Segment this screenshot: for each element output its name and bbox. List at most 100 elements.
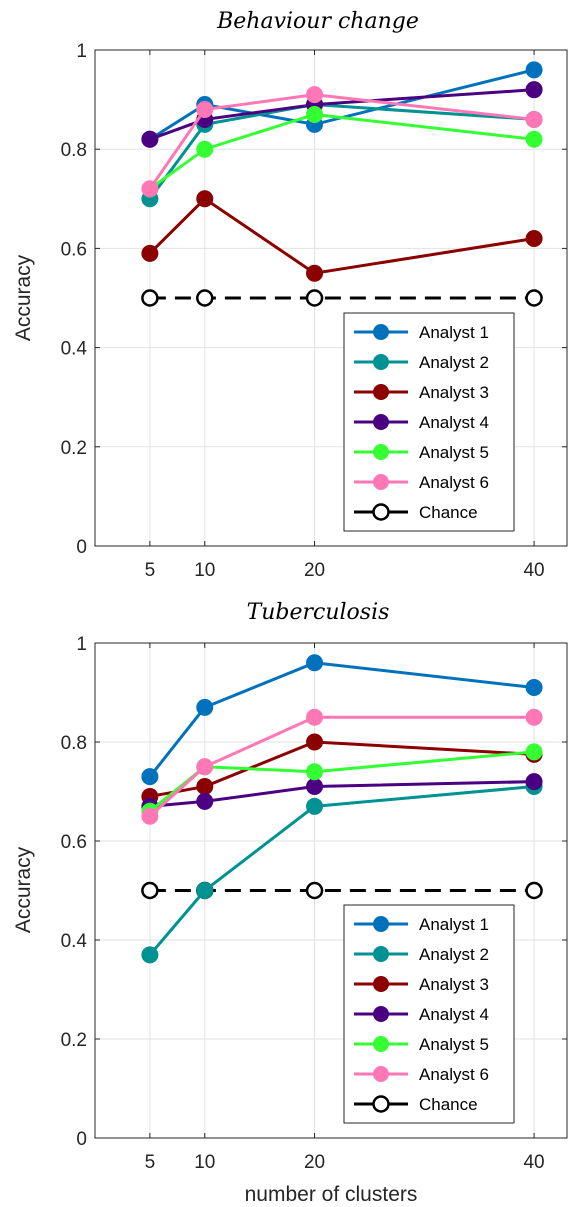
legend-marker (373, 444, 389, 460)
legend-entry: Analyst 2 (419, 353, 489, 372)
data-point-chance (305, 289, 324, 307)
legend-marker (373, 324, 389, 340)
series-line-analyst-5 (148, 750, 535, 813)
data-point-chance (305, 881, 324, 900)
data-point-analyst-3 (306, 733, 324, 751)
x-tick-label: 40 (523, 1152, 544, 1173)
series-line-analyst-6 (148, 93, 535, 190)
data-point-analyst-3 (525, 229, 543, 247)
data-point-analyst-4 (196, 792, 214, 810)
data-point-analyst-6 (196, 758, 214, 776)
y-tick-label: 0.8 (61, 140, 87, 161)
legend-entry: Analyst 6 (419, 1065, 489, 1084)
y-tick-label: 0.8 (61, 733, 87, 754)
data-point-analyst-4 (525, 81, 543, 99)
panel-tuberculosis: Tuberculosis Accuracy number of clusters… (12, 600, 568, 1206)
series-line-analyst-4 (149, 780, 535, 808)
legend-marker (373, 384, 389, 400)
legend-marker (373, 916, 389, 932)
legend-marker (373, 1006, 389, 1022)
panel-behaviour-change: Behaviour change Accuracy 0 0.2 0.4 0.6 0.8 1… (12, 9, 568, 581)
legend-entry: Analyst 4 (419, 413, 489, 432)
x-tick-label: 5 (145, 560, 156, 581)
legend-marker (373, 976, 389, 992)
y-tick-label: 0.6 (61, 832, 87, 853)
legend-entry: Chance (419, 1095, 478, 1114)
data-point-analyst-1 (141, 768, 159, 786)
y-tick-label: 1 (76, 41, 87, 62)
data-point-chance (141, 289, 159, 307)
data-point-analyst-1 (525, 679, 543, 697)
legend-marker (373, 414, 389, 430)
data-point-analyst-3 (306, 264, 324, 282)
x-tick-label: 40 (523, 560, 544, 581)
legend-marker (373, 946, 389, 962)
y-tick-label: 0 (76, 1129, 87, 1150)
legend-marker (373, 1036, 389, 1052)
y-tick-label: 0.2 (61, 438, 87, 459)
data-point-chance (525, 289, 543, 307)
legend-entry: Analyst 5 (419, 1035, 489, 1054)
legend-entry: Analyst 3 (419, 975, 489, 994)
panel-title: Tuberculosis (247, 600, 390, 625)
y-tick-label: 0.2 (61, 1030, 87, 1051)
series-line-analyst-6 (148, 715, 535, 818)
data-point-analyst-1 (525, 61, 543, 79)
legend-entry: Analyst 2 (419, 945, 489, 964)
x-tick-label: 5 (145, 1152, 156, 1173)
legend-entry: Analyst 3 (419, 383, 489, 402)
x-tick-label: 10 (194, 560, 215, 581)
y-axis-label: Accuracy (12, 846, 35, 933)
legend-marker (373, 474, 389, 490)
axes-box (94, 49, 568, 547)
legend-entry: Analyst 4 (419, 1005, 489, 1024)
data-point-analyst-5 (525, 743, 543, 761)
data-point-analyst-6 (141, 807, 159, 825)
data-point-analyst-3 (196, 778, 214, 796)
legend-marker (373, 354, 389, 370)
data-point-analyst-4 (525, 773, 543, 791)
series-line-analyst-3 (148, 196, 535, 275)
legend-marker (373, 1066, 389, 1082)
data-point-analyst-1 (196, 698, 214, 716)
data-point-analyst-6 (525, 110, 543, 128)
data-point-analyst-5 (306, 105, 324, 123)
data-point-analyst-2 (196, 882, 214, 899)
axes-box (94, 642, 568, 1139)
series-line-analyst-5 (149, 112, 535, 191)
legend-entry: Analyst 5 (419, 443, 489, 462)
data-point-analyst-3 (141, 244, 159, 262)
data-point-analyst-6 (306, 708, 324, 726)
data-point-analyst-5 (306, 763, 324, 781)
data-point-chance (141, 881, 159, 900)
x-tick-label: 10 (194, 1152, 215, 1173)
data-point-analyst-2 (141, 946, 159, 964)
y-tick-label: 0 (76, 537, 87, 558)
y-tick-label: 0.4 (61, 931, 88, 952)
x-axis-label: number of clusters (245, 1183, 418, 1206)
series-line-analyst-2 (148, 785, 535, 956)
data-point-analyst-4 (141, 130, 159, 148)
legend-entry: Chance (419, 503, 478, 522)
panel-title: Behaviour change (216, 9, 419, 34)
x-tick-label: 20 (304, 560, 325, 581)
y-tick-label: 0.6 (61, 239, 87, 260)
data-point-analyst-6 (525, 708, 543, 726)
data-point-chance (196, 289, 214, 307)
data-point-analyst-5 (196, 140, 214, 158)
legend-entry: Analyst 1 (419, 915, 489, 934)
plot-area: 0 0.2 0.4 0.6 0.8 1 5 10 20 40 Analyst 1 Analyst 2 A… (61, 634, 568, 1173)
data-point-analyst-6 (141, 180, 159, 198)
y-tick-label: 0.4 (61, 339, 88, 360)
data-point-analyst-3 (196, 190, 214, 208)
data-point-analyst-1 (306, 654, 324, 672)
data-point-analyst-6 (306, 86, 324, 104)
x-tick-label: 20 (304, 1152, 325, 1173)
legend-entry: Analyst 1 (419, 323, 489, 342)
legend-marker (372, 1095, 390, 1113)
legend-entry: Analyst 6 (419, 473, 489, 492)
data-point-analyst-5 (525, 130, 543, 148)
series-line-analyst-4 (149, 88, 535, 141)
legend-marker (372, 503, 390, 521)
